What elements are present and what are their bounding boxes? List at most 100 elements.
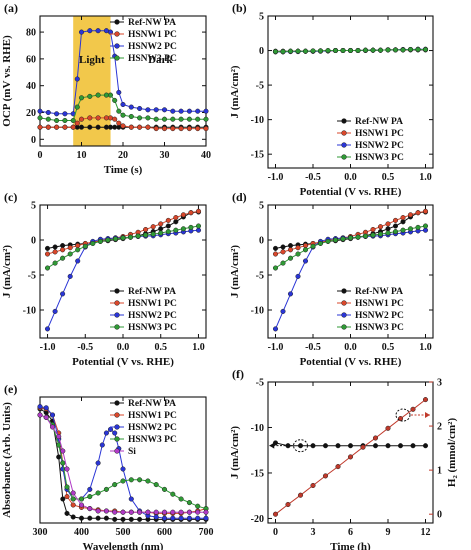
data-point: [67, 251, 73, 257]
x-axis-label: Potential (V vs. RHE): [72, 356, 174, 368]
legend-marker: [114, 448, 120, 454]
data-point: [280, 49, 286, 55]
data-point: [120, 123, 126, 129]
j-circle: [293, 439, 308, 453]
data-point: [385, 47, 391, 53]
y-tick-label: -5: [256, 81, 264, 92]
data-point: [302, 243, 309, 249]
data-point: [87, 28, 93, 34]
data-point: [105, 237, 111, 243]
data-point: [161, 107, 168, 113]
data-point: [272, 326, 279, 332]
panel-label: (b): [232, 1, 247, 15]
data-point: [62, 111, 68, 117]
y-right-tick-label: 2: [437, 422, 442, 433]
legend-label: HSNW3 PC: [128, 435, 177, 445]
legend-marker: [114, 31, 120, 37]
data-point: [95, 115, 101, 121]
data-point: [145, 115, 151, 121]
data-point: [400, 47, 406, 53]
legend-label: HSNW2 PC: [355, 141, 404, 151]
data-point: [195, 108, 201, 114]
y-axis-label: J (mA/cm²): [1, 245, 13, 298]
x-tick-label: -0.5: [305, 172, 321, 183]
data-point: [44, 265, 51, 271]
data-point: [120, 235, 126, 241]
data-point: [87, 506, 93, 512]
data-point: [203, 515, 209, 521]
data-point: [186, 509, 192, 515]
legend-marker: [114, 312, 120, 318]
data-point: [64, 510, 70, 516]
data-point: [295, 245, 301, 251]
data-point: [165, 229, 171, 235]
y-tick-label: 5: [259, 12, 264, 23]
x-tick-label: 30: [160, 150, 170, 161]
data-point: [45, 124, 51, 130]
data-point: [287, 247, 294, 253]
data-point: [335, 443, 341, 449]
data-point: [295, 48, 301, 54]
y-right-tick-label: 1: [437, 466, 442, 477]
data-point: [173, 215, 179, 221]
legend-marker: [341, 118, 347, 124]
data-point: [128, 113, 134, 120]
data-point: [173, 227, 179, 233]
y-tick-label: -10: [23, 306, 36, 317]
data-point: [112, 236, 119, 242]
data-point: [372, 443, 379, 449]
data-point: [186, 108, 192, 114]
x-tick-label: 1.0: [419, 342, 432, 353]
data-point: [87, 486, 93, 492]
panel-label: (e): [4, 382, 17, 396]
x-tick-label: -1.0: [40, 342, 56, 353]
data-point: [287, 255, 294, 261]
h2-arrow-head: [425, 412, 430, 419]
data-point: [78, 515, 85, 521]
data-point: [370, 47, 376, 53]
data-point: [186, 500, 192, 506]
data-point: [188, 210, 194, 216]
data-point: [186, 515, 192, 521]
x-axis-label: Wavelength (nm): [83, 541, 164, 550]
data-point: [165, 217, 171, 223]
data-point: [360, 444, 366, 450]
legend-label: HSNW3 PC: [355, 153, 404, 163]
data-point: [397, 443, 404, 449]
y-tick-label: -15: [251, 468, 264, 479]
data-point: [153, 509, 159, 515]
y-tick-label: -10: [251, 423, 264, 434]
data-point: [43, 405, 49, 411]
data-point: [370, 226, 376, 233]
legend-marker: [341, 154, 347, 160]
data-point: [60, 496, 66, 502]
data-point: [99, 442, 105, 448]
data-point: [44, 326, 51, 332]
data-point: [295, 273, 301, 279]
data-point: [75, 258, 81, 264]
plot-frame: [267, 381, 434, 524]
legend-label: HSNW1 PC: [128, 30, 177, 40]
legend-marker: [341, 300, 347, 306]
legend-marker: [114, 300, 120, 306]
data-point: [87, 494, 93, 500]
data-point: [287, 291, 294, 297]
data-point: [195, 116, 201, 122]
data-point: [392, 223, 399, 229]
legend-marker: [114, 43, 120, 49]
y-tick-label: -10: [251, 306, 264, 317]
legend-marker: [114, 400, 120, 406]
data-point: [60, 255, 66, 261]
data-point: [128, 104, 134, 110]
y-tick-label: 5: [31, 201, 36, 212]
data-point: [170, 108, 176, 114]
data-point: [195, 515, 201, 521]
panel-a: (a) 0 10 20 30 40 0 20 40 60 80 Time (s) OCP (mV vs.…: [1, 1, 211, 176]
data-point: [78, 124, 85, 130]
data-point: [325, 47, 331, 54]
data-point: [178, 108, 184, 114]
data-point: [347, 235, 354, 241]
data-point: [180, 226, 186, 232]
data-point: [70, 490, 76, 496]
data-point: [70, 124, 76, 130]
